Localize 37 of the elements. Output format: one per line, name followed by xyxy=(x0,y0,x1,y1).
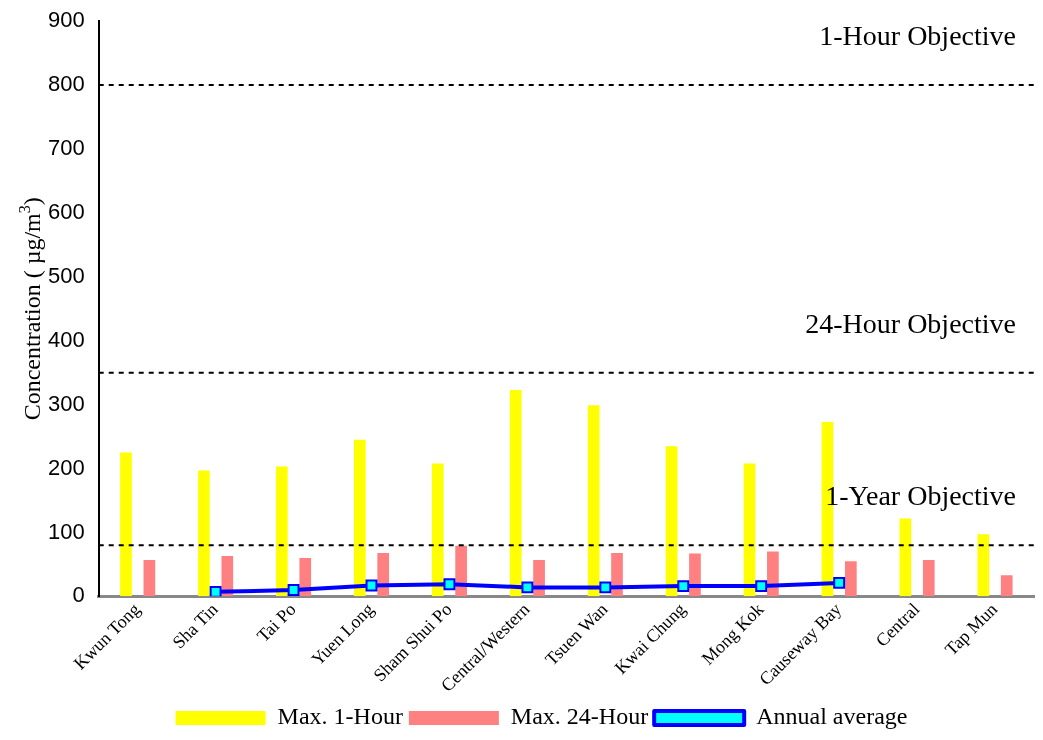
bar xyxy=(611,552,623,597)
y-tick-label: 900 xyxy=(47,7,85,33)
y-tick-label: 300 xyxy=(47,390,85,416)
bar xyxy=(743,463,756,597)
bar xyxy=(977,534,990,597)
legend-label: Max. 24-Hour xyxy=(510,703,649,730)
y-tick-label: 600 xyxy=(47,198,85,224)
bar xyxy=(353,439,366,597)
bar xyxy=(922,559,935,597)
bar xyxy=(509,389,522,597)
ref-line-label: 1-Hour Objective xyxy=(819,20,1016,52)
bar xyxy=(143,559,156,597)
legend-label: Max. 1-Hour xyxy=(277,703,403,730)
y-tick-label: 500 xyxy=(47,262,85,288)
legend-label: Annual average xyxy=(756,703,908,730)
y-tick-label: 200 xyxy=(47,454,85,480)
y-tick-label: 700 xyxy=(47,135,85,161)
bar xyxy=(665,446,678,597)
bar xyxy=(431,463,444,597)
bar xyxy=(120,452,132,597)
bar xyxy=(455,545,467,597)
bar xyxy=(1000,575,1013,597)
y-tick-label: 800 xyxy=(47,71,85,97)
bar xyxy=(198,470,210,597)
y-tick-label: 400 xyxy=(47,326,85,352)
y-tick-label: 0 xyxy=(72,582,85,608)
y-axis-title: Concentration ( µg/m3) xyxy=(16,197,45,421)
bar xyxy=(587,405,600,597)
x-tick-label: Tai Po xyxy=(252,599,300,646)
bar xyxy=(276,466,288,597)
bar xyxy=(899,518,912,597)
x-tick-label: Sha Tin xyxy=(168,599,222,653)
x-tick-label: Tap Mun xyxy=(940,599,1002,660)
bar xyxy=(377,552,390,597)
bar xyxy=(844,561,857,597)
y-tick-label: 100 xyxy=(47,518,85,544)
ref-line-label: 24-Hour Objective xyxy=(805,307,1016,339)
